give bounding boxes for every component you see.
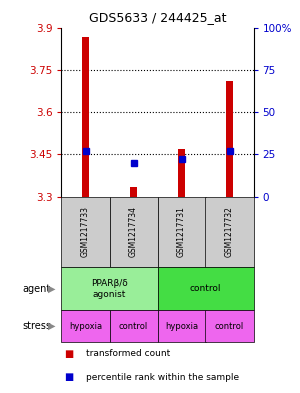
Text: transformed count: transformed count [85, 349, 170, 358]
Bar [226, 81, 232, 196]
Text: GSM1217733: GSM1217733 [81, 206, 90, 257]
Text: agent: agent [22, 284, 51, 294]
Bar [178, 149, 184, 196]
Text: GSM1217731: GSM1217731 [177, 206, 186, 257]
Bar [130, 187, 136, 196]
Text: GSM1217732: GSM1217732 [225, 206, 234, 257]
Text: ▶: ▶ [48, 321, 56, 331]
Text: control: control [190, 285, 221, 293]
Text: PPARβ/δ
agonist: PPARβ/δ agonist [91, 279, 128, 299]
Bar [82, 37, 88, 197]
Title: GDS5633 / 244425_at: GDS5633 / 244425_at [89, 11, 226, 24]
Text: GSM1217734: GSM1217734 [129, 206, 138, 257]
Text: hypoxia: hypoxia [69, 322, 102, 331]
Text: control: control [119, 322, 148, 331]
Text: percentile rank within the sample: percentile rank within the sample [85, 373, 238, 382]
Text: ■: ■ [64, 349, 74, 359]
Text: hypoxia: hypoxia [165, 322, 198, 331]
Text: control: control [215, 322, 244, 331]
Text: ■: ■ [64, 372, 74, 382]
Text: stress: stress [22, 321, 52, 331]
Text: ▶: ▶ [48, 284, 56, 294]
